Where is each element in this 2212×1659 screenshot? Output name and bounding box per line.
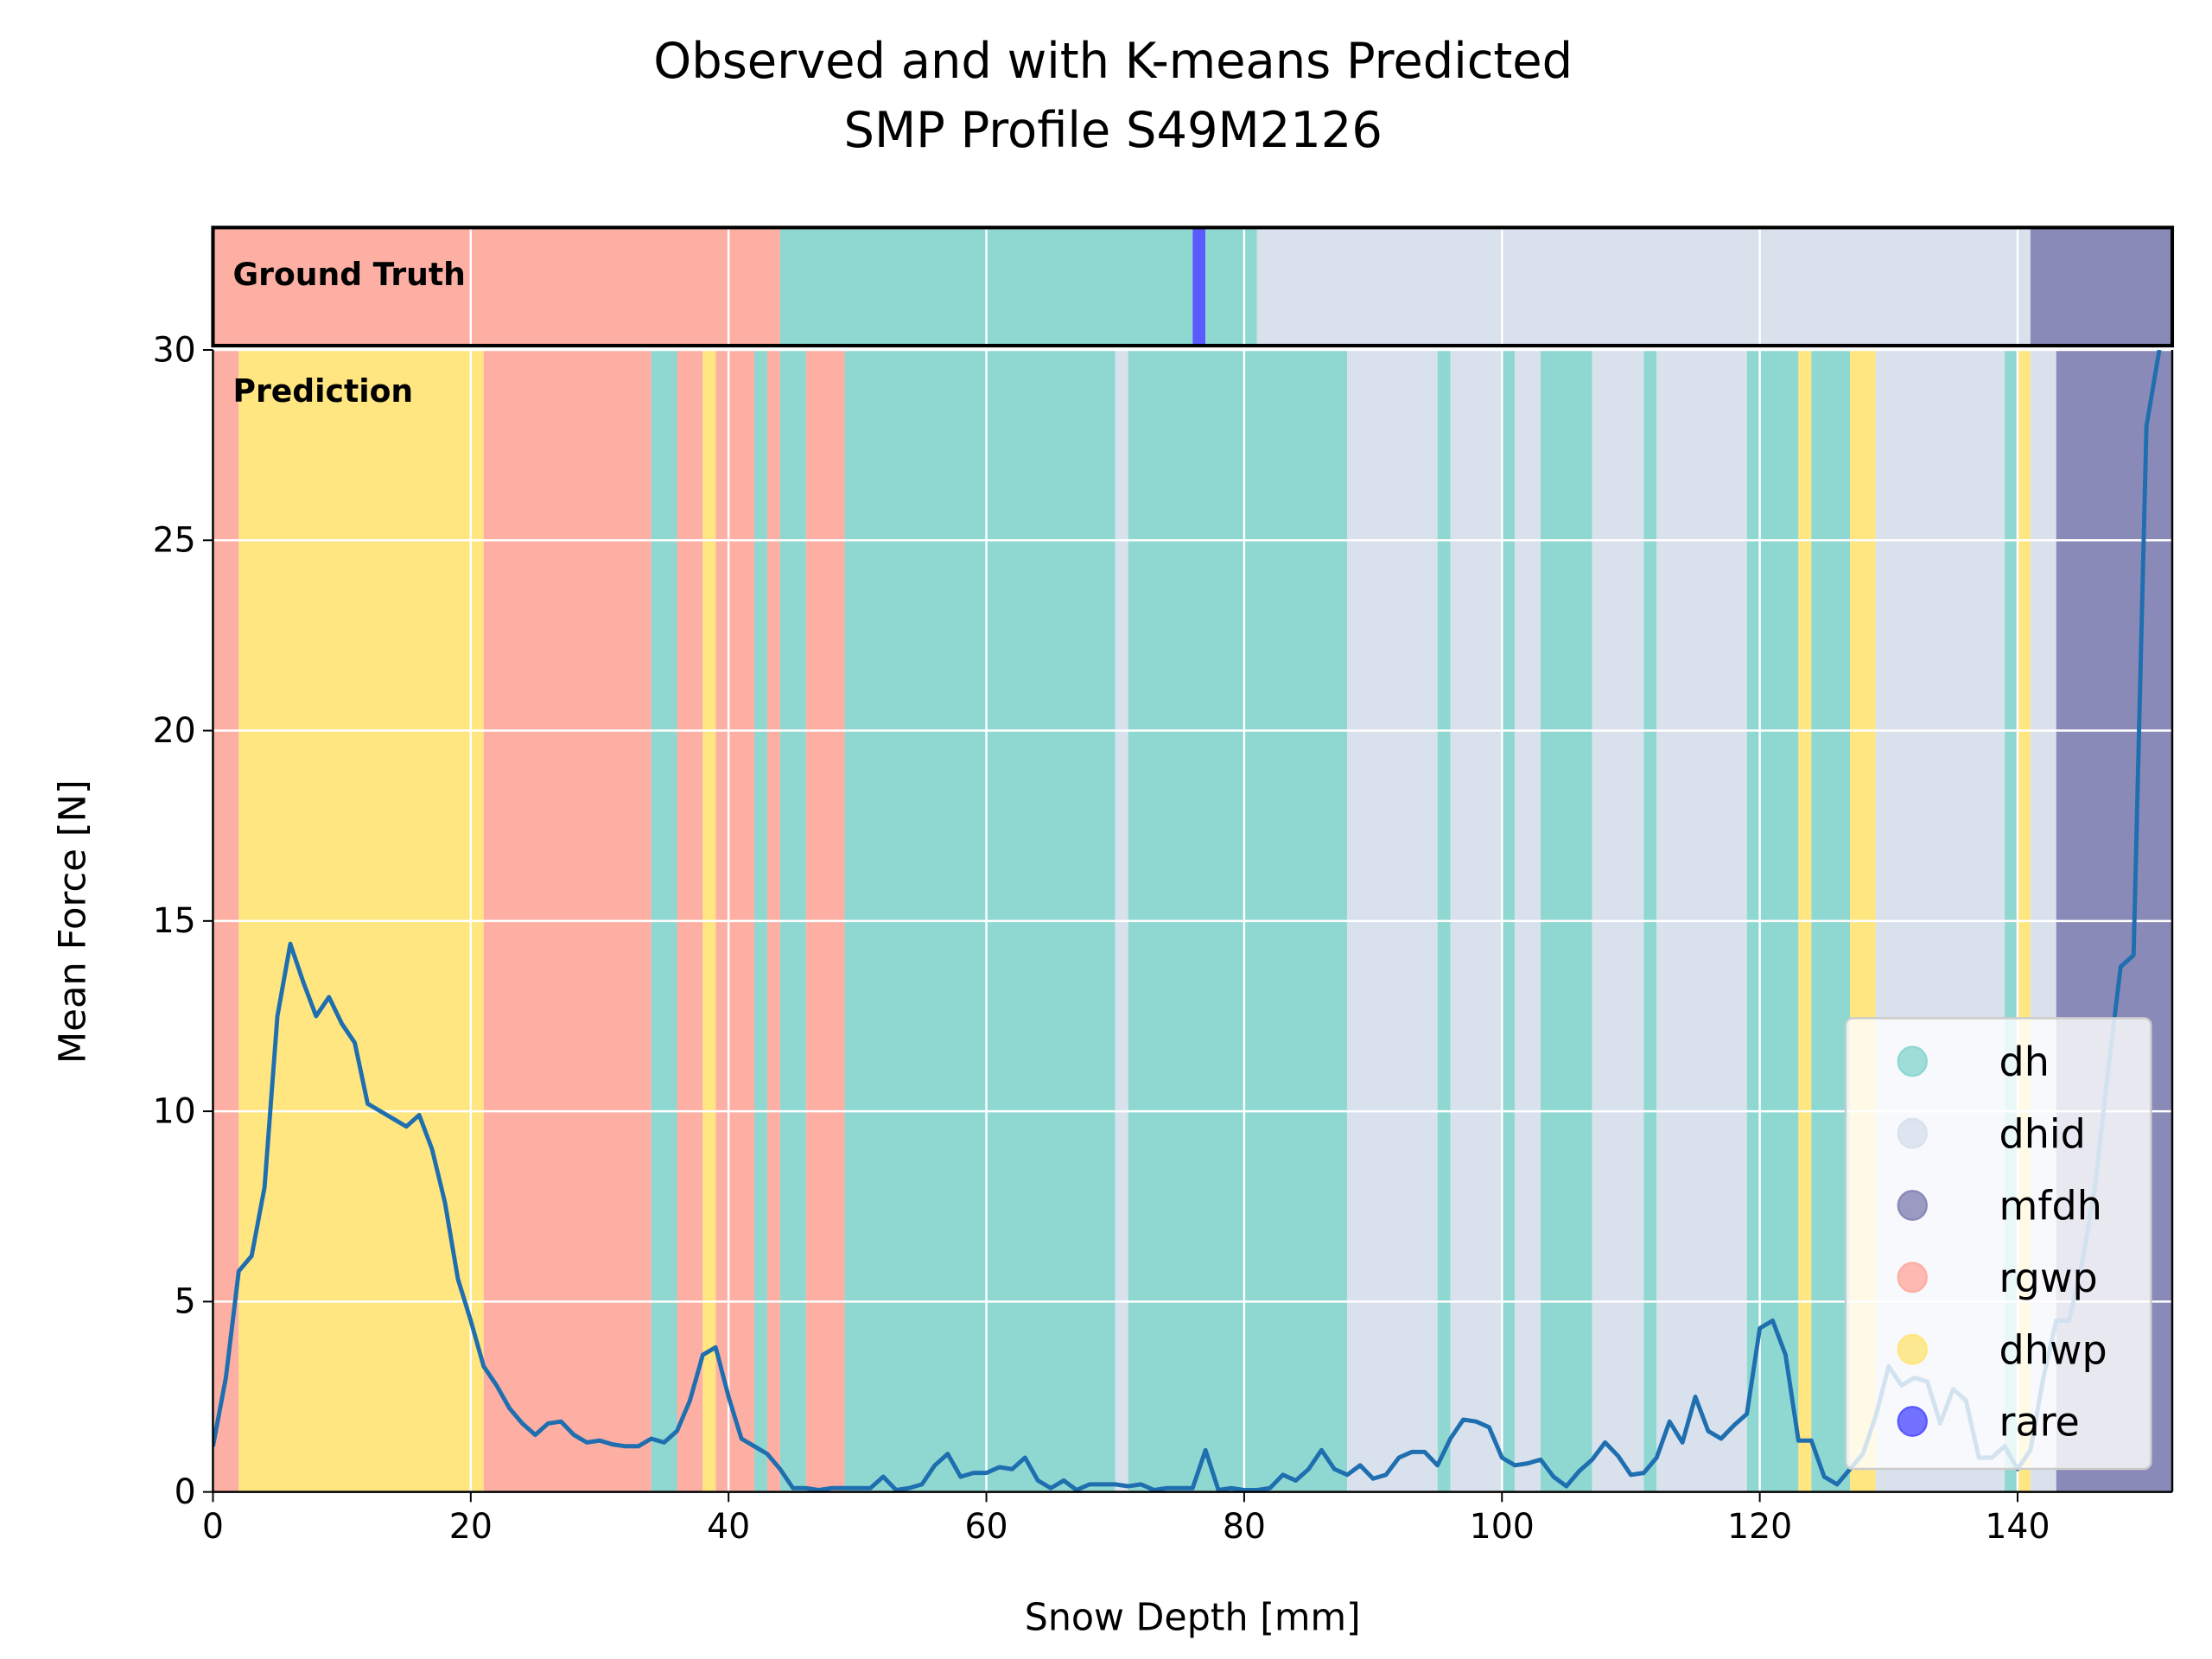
lines — [213, 350, 2162, 1492]
axes: 0 20 40 60 80 100 120 140 0 5 10 15 20 25 30 Ground Tru… — [153, 226, 2175, 1547]
x-tick-label: 120 — [1727, 1507, 1792, 1547]
class-span — [213, 227, 780, 346]
y-axis-label: Mean Force [N] — [52, 779, 95, 1064]
y-tick-label: 5 — [175, 1281, 196, 1321]
legend-marker — [1897, 1333, 1928, 1365]
chart-title: SMP Profile S49M2126 — [844, 103, 1382, 159]
legend-label: mfdh — [1999, 1182, 2102, 1229]
panel-label: Ground Truth — [232, 256, 465, 293]
legend-label: dhid — [1999, 1110, 2086, 1157]
y-tick-label: 25 — [153, 520, 196, 560]
panel-label: Prediction — [232, 372, 413, 410]
grid — [212, 227, 2172, 1493]
y-tick-label: 0 — [175, 1472, 196, 1512]
y-tick-label: 30 — [153, 330, 196, 370]
legend-marker — [1897, 1190, 1928, 1221]
legend-label: rare — [1999, 1398, 2080, 1445]
legend-label: dhwp — [1999, 1326, 2107, 1373]
legend-marker — [1897, 1262, 1928, 1294]
class-span — [2030, 227, 2172, 346]
ground-truth-frame — [211, 226, 2175, 348]
y-tick-label: 20 — [153, 711, 196, 751]
data-line — [213, 350, 2162, 1492]
chart-title: Observed and with K-means Predicted — [653, 34, 1573, 90]
legend-marker — [1897, 1046, 1928, 1077]
x-tick-label: 80 — [1223, 1507, 1266, 1547]
y-tick-label: 10 — [153, 1091, 196, 1131]
legend-marker — [1897, 1406, 1928, 1437]
class-span — [1256, 227, 2031, 346]
x-axis-label: Snow Depth [mm] — [1025, 1596, 1361, 1639]
y-tick-label: 15 — [153, 901, 196, 941]
x-tick-label: 40 — [707, 1507, 750, 1547]
x-tick-label: 100 — [1470, 1507, 1535, 1547]
x-tick-label: 0 — [202, 1507, 224, 1547]
legend-label: dh — [1999, 1039, 2050, 1085]
legend-label: rgwp — [1999, 1255, 2098, 1301]
ground-truth-panel — [213, 227, 2172, 346]
x-tick-label: 140 — [1985, 1507, 2050, 1547]
x-tick-label: 60 — [964, 1507, 1007, 1547]
class-span — [1205, 227, 1257, 346]
class-span — [1192, 227, 1206, 346]
legend: dh dhid mfdh rgwp dhwp rare — [1844, 1017, 2152, 1471]
x-tick-label: 20 — [449, 1507, 493, 1547]
legend-marker — [1897, 1117, 1928, 1149]
